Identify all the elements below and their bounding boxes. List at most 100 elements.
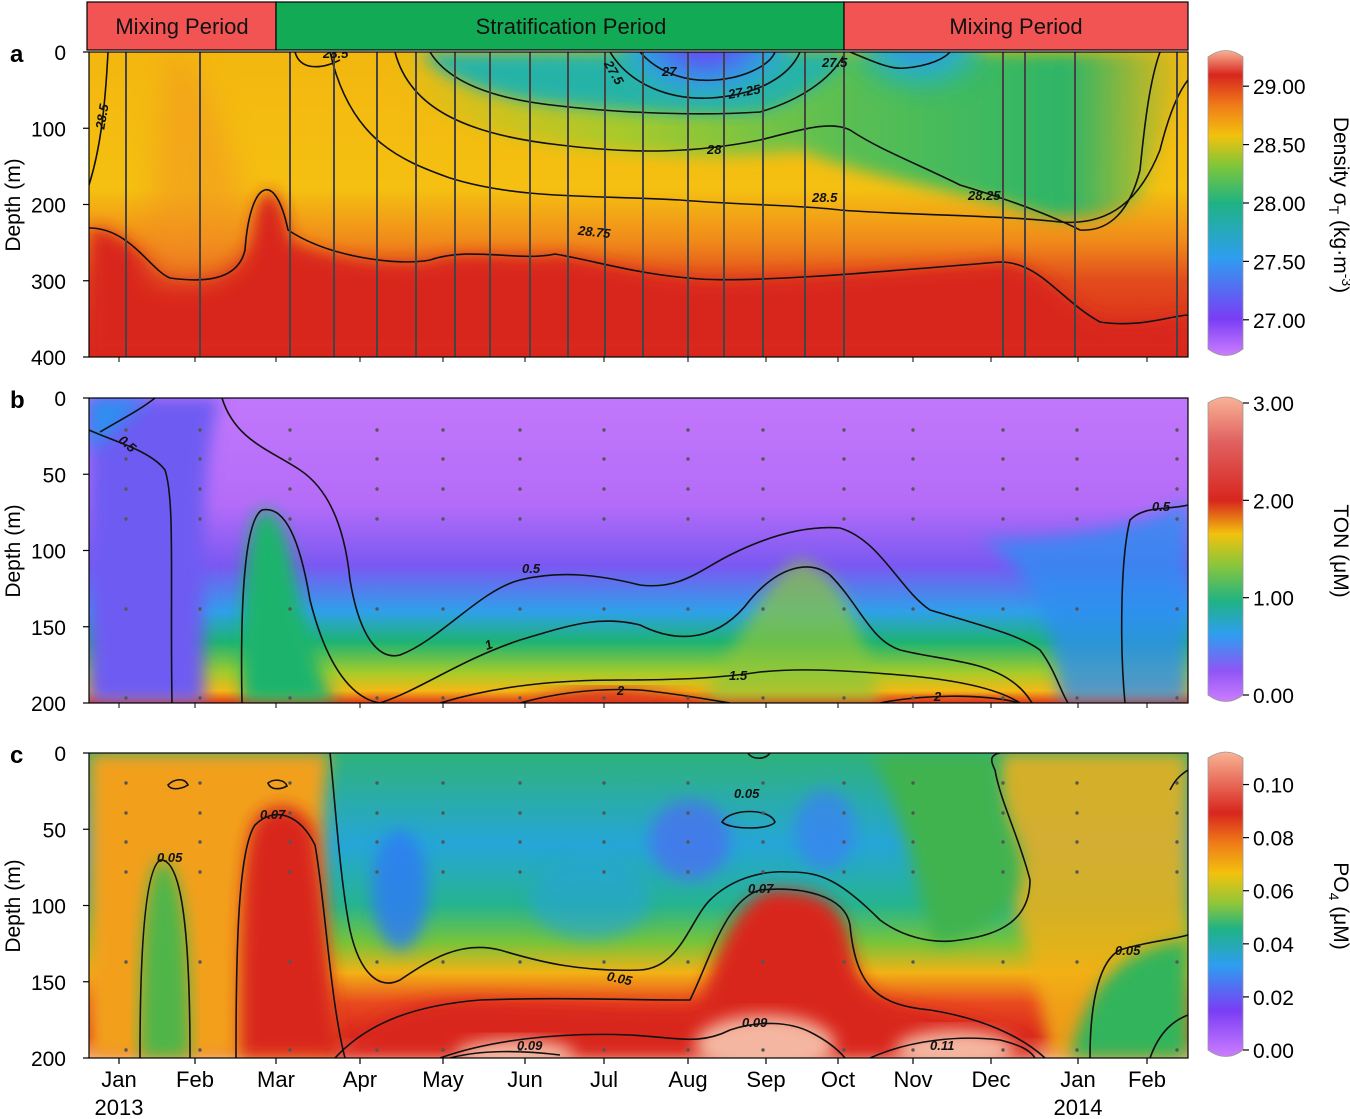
sample-dot [518,811,522,815]
sample-dot [761,517,765,521]
sample-dot [1001,457,1005,461]
sample-dot [124,607,128,611]
sample-dot [1075,696,1079,700]
contour-label: 0.09 [517,1038,543,1053]
sample-dot [124,870,128,874]
sample-dot [1001,607,1005,611]
sample-dot [686,696,690,700]
contour-label: 0.07 [260,807,286,822]
sample-dot [842,607,846,611]
sample-dot [288,428,292,432]
contour-label: 0.07 [748,881,774,896]
sample-dot [602,696,606,700]
sample-dot [686,517,690,521]
sample-dot [1175,781,1179,785]
sample-dot [1075,517,1079,521]
y-tick-label: 200 [31,693,66,716]
contour-label: 0.5 [1152,499,1171,514]
sample-dot [761,960,765,964]
year-label-2014: 2014 [1054,1095,1103,1119]
sample-dot [288,457,292,461]
contour-label: 0.09 [742,1015,768,1030]
sample-dot [602,607,606,611]
sample-dot [1175,870,1179,874]
sample-dot [602,781,606,785]
sample-dot [375,607,379,611]
x-tick-label: Sep [746,1067,785,1092]
colorbar-a-title-sup: -3 [1339,274,1350,287]
contour-label: 27.25 [726,81,762,102]
sample-dot [1075,487,1079,491]
sample-dot [686,428,690,432]
density-field: 28.5 28.5 27.5 27 27.25 27.5 28 28.5 28.… [89,52,1188,357]
sample-dot [1001,870,1005,874]
sample-dot [518,517,522,521]
colorbar-c-title-unit: (μM) [1329,900,1350,949]
sample-dots [124,781,1179,1052]
sample-dot [518,487,522,491]
colorbar-a [1207,50,1244,356]
y-tick-label: 400 [31,347,66,370]
x-tick-label: Oct [821,1067,855,1092]
x-axis: Jan Feb Mar Apr May Jun Jul Aug Sep Oct Nov Dec Jan F… [101,357,1166,1092]
sample-dot [686,607,690,611]
sample-dot [1001,428,1005,432]
sample-dot [761,428,765,432]
panel-a-ylabel: Depth (m) [2,158,25,251]
y-tick-label: 300 [31,271,66,294]
sample-dot [761,607,765,611]
sample-dot [1075,840,1079,844]
x-tick-label: Apr [343,1067,377,1092]
sample-dot [124,457,128,461]
sample-dot [602,487,606,491]
sample-dot [441,517,445,521]
colorbar-tick-label: 0.08 [1253,828,1294,851]
sample-dot [441,487,445,491]
contour-label: 1 [483,636,495,653]
sample-dot [842,840,846,844]
sample-dot [1175,607,1179,611]
sample-dot [441,811,445,815]
y-tick-label: 200 [31,1048,66,1071]
period-mixing-2-label: Mixing Period [949,14,1082,39]
sample-dot [198,487,202,491]
y-tick-label: 0 [54,743,66,766]
colorbar-tick-label: 3.00 [1253,393,1294,416]
sample-dot [1075,457,1079,461]
sample-dot [198,517,202,521]
sample-dot [761,870,765,874]
panel-c-y-ticks: 0 50 100 150 200 [31,743,89,1071]
sample-dot [518,696,522,700]
contour-label: 0.05 [1115,943,1141,958]
sample-dot [288,1048,292,1052]
x-tick-label: Jan [101,1067,136,1092]
sample-dot [441,840,445,844]
x-tick-label: Jul [590,1067,618,1092]
contour-label: 28.5 [811,190,838,205]
colorbar-tick-label: 27.00 [1253,310,1306,333]
sample-dot [911,840,915,844]
x-tick-label: Jun [507,1067,542,1092]
y-tick-label: 100 [31,896,66,919]
sample-dot [198,870,202,874]
panel-b-y-ticks: 0 50 100 150 200 [31,388,89,716]
sample-dot [124,487,128,491]
sample-dot [1175,1048,1179,1052]
y-tick-label: 50 [43,464,66,487]
colorbar-b-title: TON (μM) [1329,504,1350,597]
sample-dot [1001,811,1005,815]
sample-dot [842,781,846,785]
contour-label: 27.5 [821,55,848,70]
colorbar-tick-label: 28.50 [1253,135,1306,158]
sampling-lines [125,52,1178,357]
x-tick-label: Mar [257,1067,295,1092]
sample-dot [124,960,128,964]
colorbar-a-title-unit: (kg·m [1329,214,1350,274]
po4-field: 0.05 0.07 0.05 0.07 0.05 0.09 0.09 0.11 … [89,753,1188,1058]
sample-dot [198,811,202,815]
y-tick-label: 100 [31,541,66,564]
sample-dot [1001,696,1005,700]
sample-dot [911,428,915,432]
sample-dot [1175,960,1179,964]
x-tick-label: Dec [971,1067,1010,1092]
